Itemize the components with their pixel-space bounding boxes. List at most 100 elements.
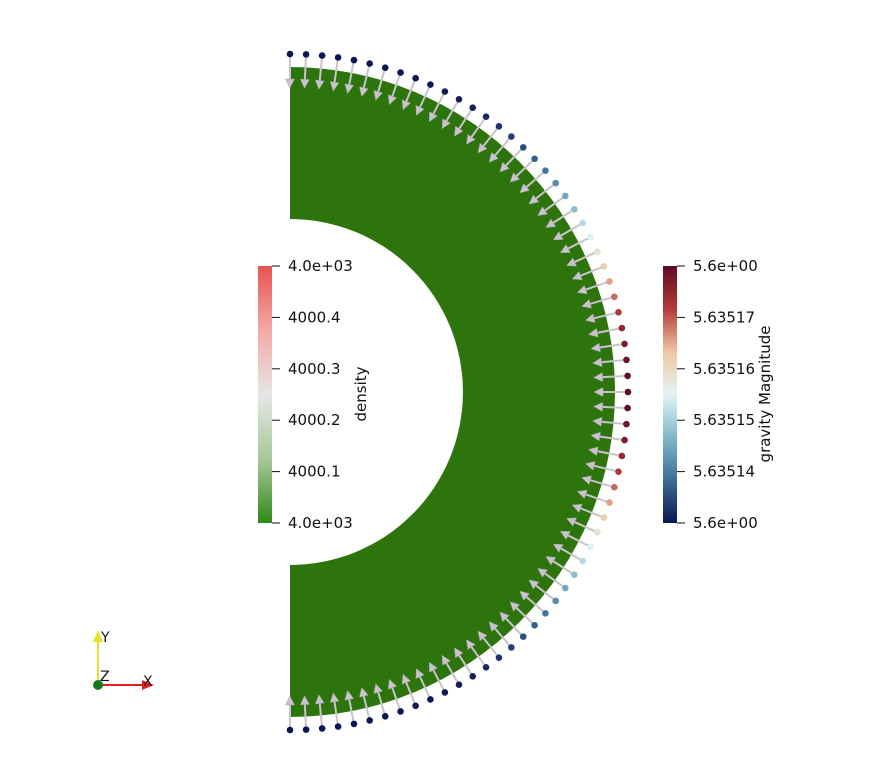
gravity-arrow-shaft xyxy=(513,605,536,626)
gravity-arrow-shaft xyxy=(513,158,536,179)
gravity-arrow-head xyxy=(537,568,549,578)
gravity-sphere xyxy=(302,51,310,58)
colorbar-tick-label: 5.63514 xyxy=(693,463,755,481)
gravity-arrow-shaft xyxy=(557,222,584,238)
gravity-arrow-shaft xyxy=(417,84,432,111)
gravity-sphere xyxy=(611,293,618,301)
gravity-colorbar-title: gravity Magnitude xyxy=(756,326,774,463)
gravity-sphere xyxy=(611,483,618,491)
gravity-sphere xyxy=(615,468,622,475)
gravity-arrow-shaft xyxy=(456,652,474,677)
gravity-arrow-head xyxy=(314,79,325,90)
gravity-arrow-shaft xyxy=(577,506,605,519)
gravity-sphere xyxy=(594,248,601,255)
gravity-sphere xyxy=(600,263,608,270)
gravity-arrow-head xyxy=(314,694,325,705)
density-colorbar: 4.0e+03 4000.4 4000.3 4000.2 4000.1 4.0e+03 d… xyxy=(258,257,370,532)
gravity-sphere xyxy=(618,324,626,332)
gravity-arrow-head xyxy=(499,161,510,173)
gravity-sphere xyxy=(519,144,527,151)
colorbar-tick-label: 4000.2 xyxy=(288,411,341,429)
gravity-sphere xyxy=(397,708,404,715)
gravity-arrow-head xyxy=(571,271,583,281)
gravity-arrow-head xyxy=(593,402,604,412)
gravity-sphere xyxy=(350,720,358,728)
gravity-arrow-head xyxy=(576,489,588,500)
gravity-sphere xyxy=(571,571,578,579)
gravity-sphere xyxy=(519,633,527,640)
gravity-arrow-shaft xyxy=(503,146,524,169)
gravity-arrow-shaft xyxy=(571,250,598,265)
gravity-arrow-head xyxy=(401,99,411,111)
gravity-arrow-head xyxy=(454,125,464,137)
gravity-arrow-shaft xyxy=(598,358,627,364)
gravity-arrow-shaft xyxy=(582,280,610,292)
gravity-sphere xyxy=(587,233,594,241)
gravity-arrow-head xyxy=(593,372,604,382)
gravity-arrow-shaft xyxy=(347,59,355,88)
gravity-sphere xyxy=(334,54,342,61)
gravity-arrow-shaft xyxy=(565,533,591,548)
gravity-sphere xyxy=(531,621,538,629)
gravity-arrow-shaft xyxy=(404,679,417,707)
gravity-sphere xyxy=(427,81,434,88)
gravity-arrow-shaft xyxy=(596,342,625,349)
gravity-sphere xyxy=(508,133,515,140)
gravity-arrow-head xyxy=(285,695,295,706)
gravity-arrow-shaft xyxy=(587,478,615,489)
gravity-arrow-shaft xyxy=(318,700,324,729)
gravity-arrow-head xyxy=(429,111,438,123)
gravity-arrow-shaft xyxy=(480,125,500,149)
gravity-arrow-shaft xyxy=(469,116,487,141)
orientation-axes: Y X Z xyxy=(93,630,154,690)
gravity-sphere xyxy=(455,681,463,689)
density-colorbar-gradient xyxy=(258,266,272,523)
gravity-arrow-head xyxy=(344,689,355,701)
gravity-arrow-head xyxy=(344,83,355,95)
gravity-sphere xyxy=(508,644,515,651)
x-axis-label: X xyxy=(143,674,153,690)
gravity-arrow-head xyxy=(559,531,571,540)
colorbar-tick-label: 5.63516 xyxy=(693,360,755,378)
gravity-arrow-shaft xyxy=(444,98,460,125)
gravity-arrow-shaft xyxy=(523,594,547,615)
gravity-arrow-shaft xyxy=(550,558,575,576)
gravity-sphere xyxy=(615,309,622,316)
half-annulus-mesh xyxy=(290,67,615,717)
gravity-arrow-shaft xyxy=(431,91,446,117)
gravity-arrow-head xyxy=(590,342,601,353)
gravity-arrow-head xyxy=(488,621,499,632)
gravity-arrow-head xyxy=(581,475,592,485)
gravity-arrow-shaft xyxy=(347,696,355,725)
colorbar-tick-label: 4.0e+03 xyxy=(288,514,353,532)
y-axis-arrowhead xyxy=(93,630,103,642)
gravity-sphere xyxy=(624,388,632,396)
gravity-arrow-head xyxy=(373,683,383,694)
gravity-sphere xyxy=(286,726,294,734)
gravity-sphere xyxy=(482,113,490,120)
gravity-arrow-shaft xyxy=(594,449,623,457)
gravity-arrow-head xyxy=(519,183,530,194)
gravity-arrow-shaft xyxy=(596,435,625,442)
z-axis-label: Z xyxy=(100,669,110,685)
y-axis-label: Y xyxy=(100,630,110,646)
gravity-arrow-shaft xyxy=(444,659,460,686)
gravity-sphere xyxy=(427,696,434,703)
gravity-arrow-head xyxy=(300,695,310,706)
gravity-arrow-shaft xyxy=(492,625,513,649)
gravity-arrow-head xyxy=(509,601,521,612)
gravity-arrow-head xyxy=(581,299,592,309)
gravity-arrow-head xyxy=(488,152,499,163)
gravity-sphere xyxy=(621,340,628,348)
gravity-sphere xyxy=(286,50,294,58)
gravity-arrow-head xyxy=(528,579,540,590)
gravity-arrow-shaft xyxy=(599,405,628,410)
gravity-arrow-head xyxy=(587,446,599,457)
gravity-arrow-head xyxy=(329,81,340,92)
gravity-arrow-head xyxy=(576,284,588,295)
gravity-sphere xyxy=(350,56,358,64)
gravity-arrow-head xyxy=(477,142,488,154)
gravity-sphere xyxy=(600,514,608,521)
gravity-arrow-shaft xyxy=(598,420,627,426)
